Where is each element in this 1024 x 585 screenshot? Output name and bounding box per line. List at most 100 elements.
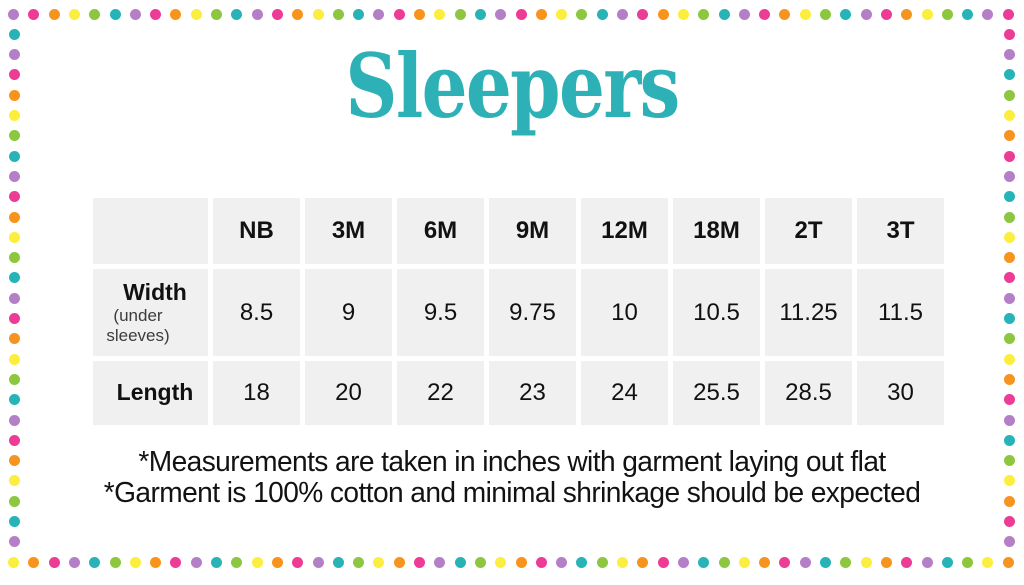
border-dot <box>637 8 649 20</box>
border-dot <box>8 130 20 142</box>
border-dot <box>1003 313 1015 324</box>
width-value-3t: 11.5 <box>857 269 944 356</box>
border-dot <box>921 8 933 20</box>
col-header-18m: 18M <box>673 198 760 264</box>
border-dot <box>8 191 20 203</box>
width-value-9m: 9.75 <box>489 269 576 356</box>
length-value-6m: 22 <box>397 361 484 425</box>
border-dot <box>129 556 141 568</box>
border-dot <box>779 8 791 20</box>
col-header-3t: 3T <box>857 198 944 264</box>
border-dot <box>8 373 20 385</box>
border-dot <box>292 8 304 20</box>
border-dot <box>8 394 20 406</box>
border-dot <box>353 8 365 20</box>
col-header-nb: NB <box>213 198 300 264</box>
width-value-6m: 9.5 <box>397 269 484 356</box>
border-dot <box>8 69 20 81</box>
border-dot <box>8 333 20 345</box>
border-dot <box>68 556 80 568</box>
length-value-3t: 30 <box>857 361 944 425</box>
border-dot <box>596 8 608 20</box>
footnote-measurements: *Measurements are taken in inches with g… <box>138 446 886 478</box>
border-dot <box>211 556 222 568</box>
border-dot <box>617 556 628 568</box>
border-dot <box>535 556 547 568</box>
border-dot <box>170 8 182 20</box>
border-dot <box>637 556 649 568</box>
border-dot <box>8 211 20 223</box>
border-dot <box>190 556 202 568</box>
border-dot <box>1003 150 1015 162</box>
border-dot <box>718 556 730 568</box>
border-dot <box>8 313 20 324</box>
border-dot <box>8 252 20 264</box>
length-value-nb: 18 <box>213 361 300 425</box>
border-dot <box>48 8 60 20</box>
row-label-width: Width (under sleeves) <box>93 269 208 356</box>
border-dot <box>1002 8 1014 20</box>
border-dot <box>698 8 710 20</box>
border-dot <box>1003 434 1015 446</box>
border-dot <box>860 556 872 568</box>
border-dot <box>231 556 243 568</box>
col-header-3m: 3M <box>305 198 392 264</box>
border-dot <box>28 8 40 20</box>
border-dot <box>434 556 446 568</box>
border-dot <box>982 8 994 20</box>
col-header-12m: 12M <box>581 198 668 264</box>
border-dot <box>373 556 385 568</box>
border-dot <box>1003 272 1015 284</box>
border-dot <box>353 556 365 568</box>
border-dot <box>8 536 20 548</box>
border-dot <box>271 8 283 20</box>
border-dot <box>89 556 101 568</box>
border-dot <box>759 556 771 568</box>
footnote-cotton: *Garment is 100% cotton and minimal shri… <box>103 477 921 509</box>
border-dot <box>292 556 304 568</box>
border-dot <box>474 8 486 20</box>
border-dot <box>799 556 811 568</box>
border-dot <box>68 8 80 20</box>
width-value-12m: 10 <box>581 269 668 356</box>
border-dot <box>109 8 121 20</box>
border-dot <box>921 556 933 568</box>
border-dot <box>454 8 466 20</box>
length-value-9m: 23 <box>489 361 576 425</box>
border-dot <box>718 8 730 20</box>
border-dot <box>840 556 852 568</box>
border-dot <box>1003 373 1015 385</box>
border-dot <box>8 292 20 304</box>
border-dot <box>1003 89 1015 101</box>
border-dot <box>820 8 831 20</box>
border-dot <box>617 8 628 20</box>
border-dot <box>8 110 20 121</box>
border-dot <box>1003 191 1015 203</box>
width-value-18m: 10.5 <box>673 269 760 356</box>
col-header-6m: 6M <box>397 198 484 264</box>
border-dot <box>312 8 324 20</box>
table-corner-cell <box>93 198 208 264</box>
footnotes: *Measurements are taken in inches with g… <box>15 447 1008 509</box>
border-dot <box>515 556 527 568</box>
border-dot <box>1003 28 1015 40</box>
border-dot <box>880 8 892 20</box>
border-dot <box>535 8 547 20</box>
border-dot <box>677 556 689 568</box>
border-dot <box>8 170 20 182</box>
border-dot <box>556 556 568 568</box>
border-dot <box>8 516 20 527</box>
border-dot <box>454 556 466 568</box>
border-dot <box>738 8 750 20</box>
border-dot <box>332 556 344 568</box>
border-dot <box>657 556 669 568</box>
row-sublabel-text: (under sleeves) <box>106 306 170 346</box>
border-dot <box>901 556 913 568</box>
border-dot <box>8 495 20 507</box>
border-dot <box>1003 333 1015 345</box>
border-dot <box>8 231 20 243</box>
border-dot <box>332 8 344 20</box>
border-dot <box>150 556 162 568</box>
border-dot <box>1003 130 1015 142</box>
border-dot <box>1003 516 1015 527</box>
